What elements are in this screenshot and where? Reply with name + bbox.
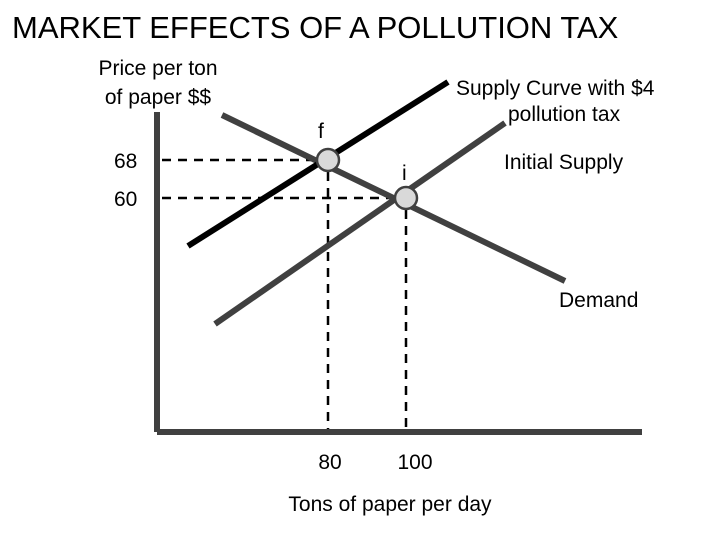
demand-label: Demand [559, 289, 638, 312]
quantity-tick-80: 80 [318, 451, 341, 474]
point-i-marker [393, 185, 419, 211]
price-tick-60: 60 [114, 188, 137, 211]
quantity-tick-100: 100 [397, 451, 432, 474]
point-i-label: i [402, 162, 407, 185]
point-f-label: f [318, 120, 324, 143]
taxed-supply-label-line2: pollution tax [508, 103, 621, 126]
initial-supply-curve [213, 120, 507, 327]
demand-curve [220, 112, 567, 284]
taxed-supply-label-line1: Supply Curve with $4 [456, 77, 655, 100]
y-axis-label-line2: of paper $$ [105, 86, 212, 109]
point-f-marker [315, 147, 341, 173]
axes [154, 112, 642, 435]
y-axis-label-line1: Price per ton [98, 57, 217, 80]
x-axis-label: Tons of paper per day [288, 493, 492, 516]
slide-title: MARKET EFFECTS OF A POLLUTION TAX [12, 10, 619, 45]
guide-lines [162, 158, 408, 430]
price-tick-68: 68 [114, 150, 137, 173]
initial-supply-label: Initial Supply [504, 151, 624, 174]
